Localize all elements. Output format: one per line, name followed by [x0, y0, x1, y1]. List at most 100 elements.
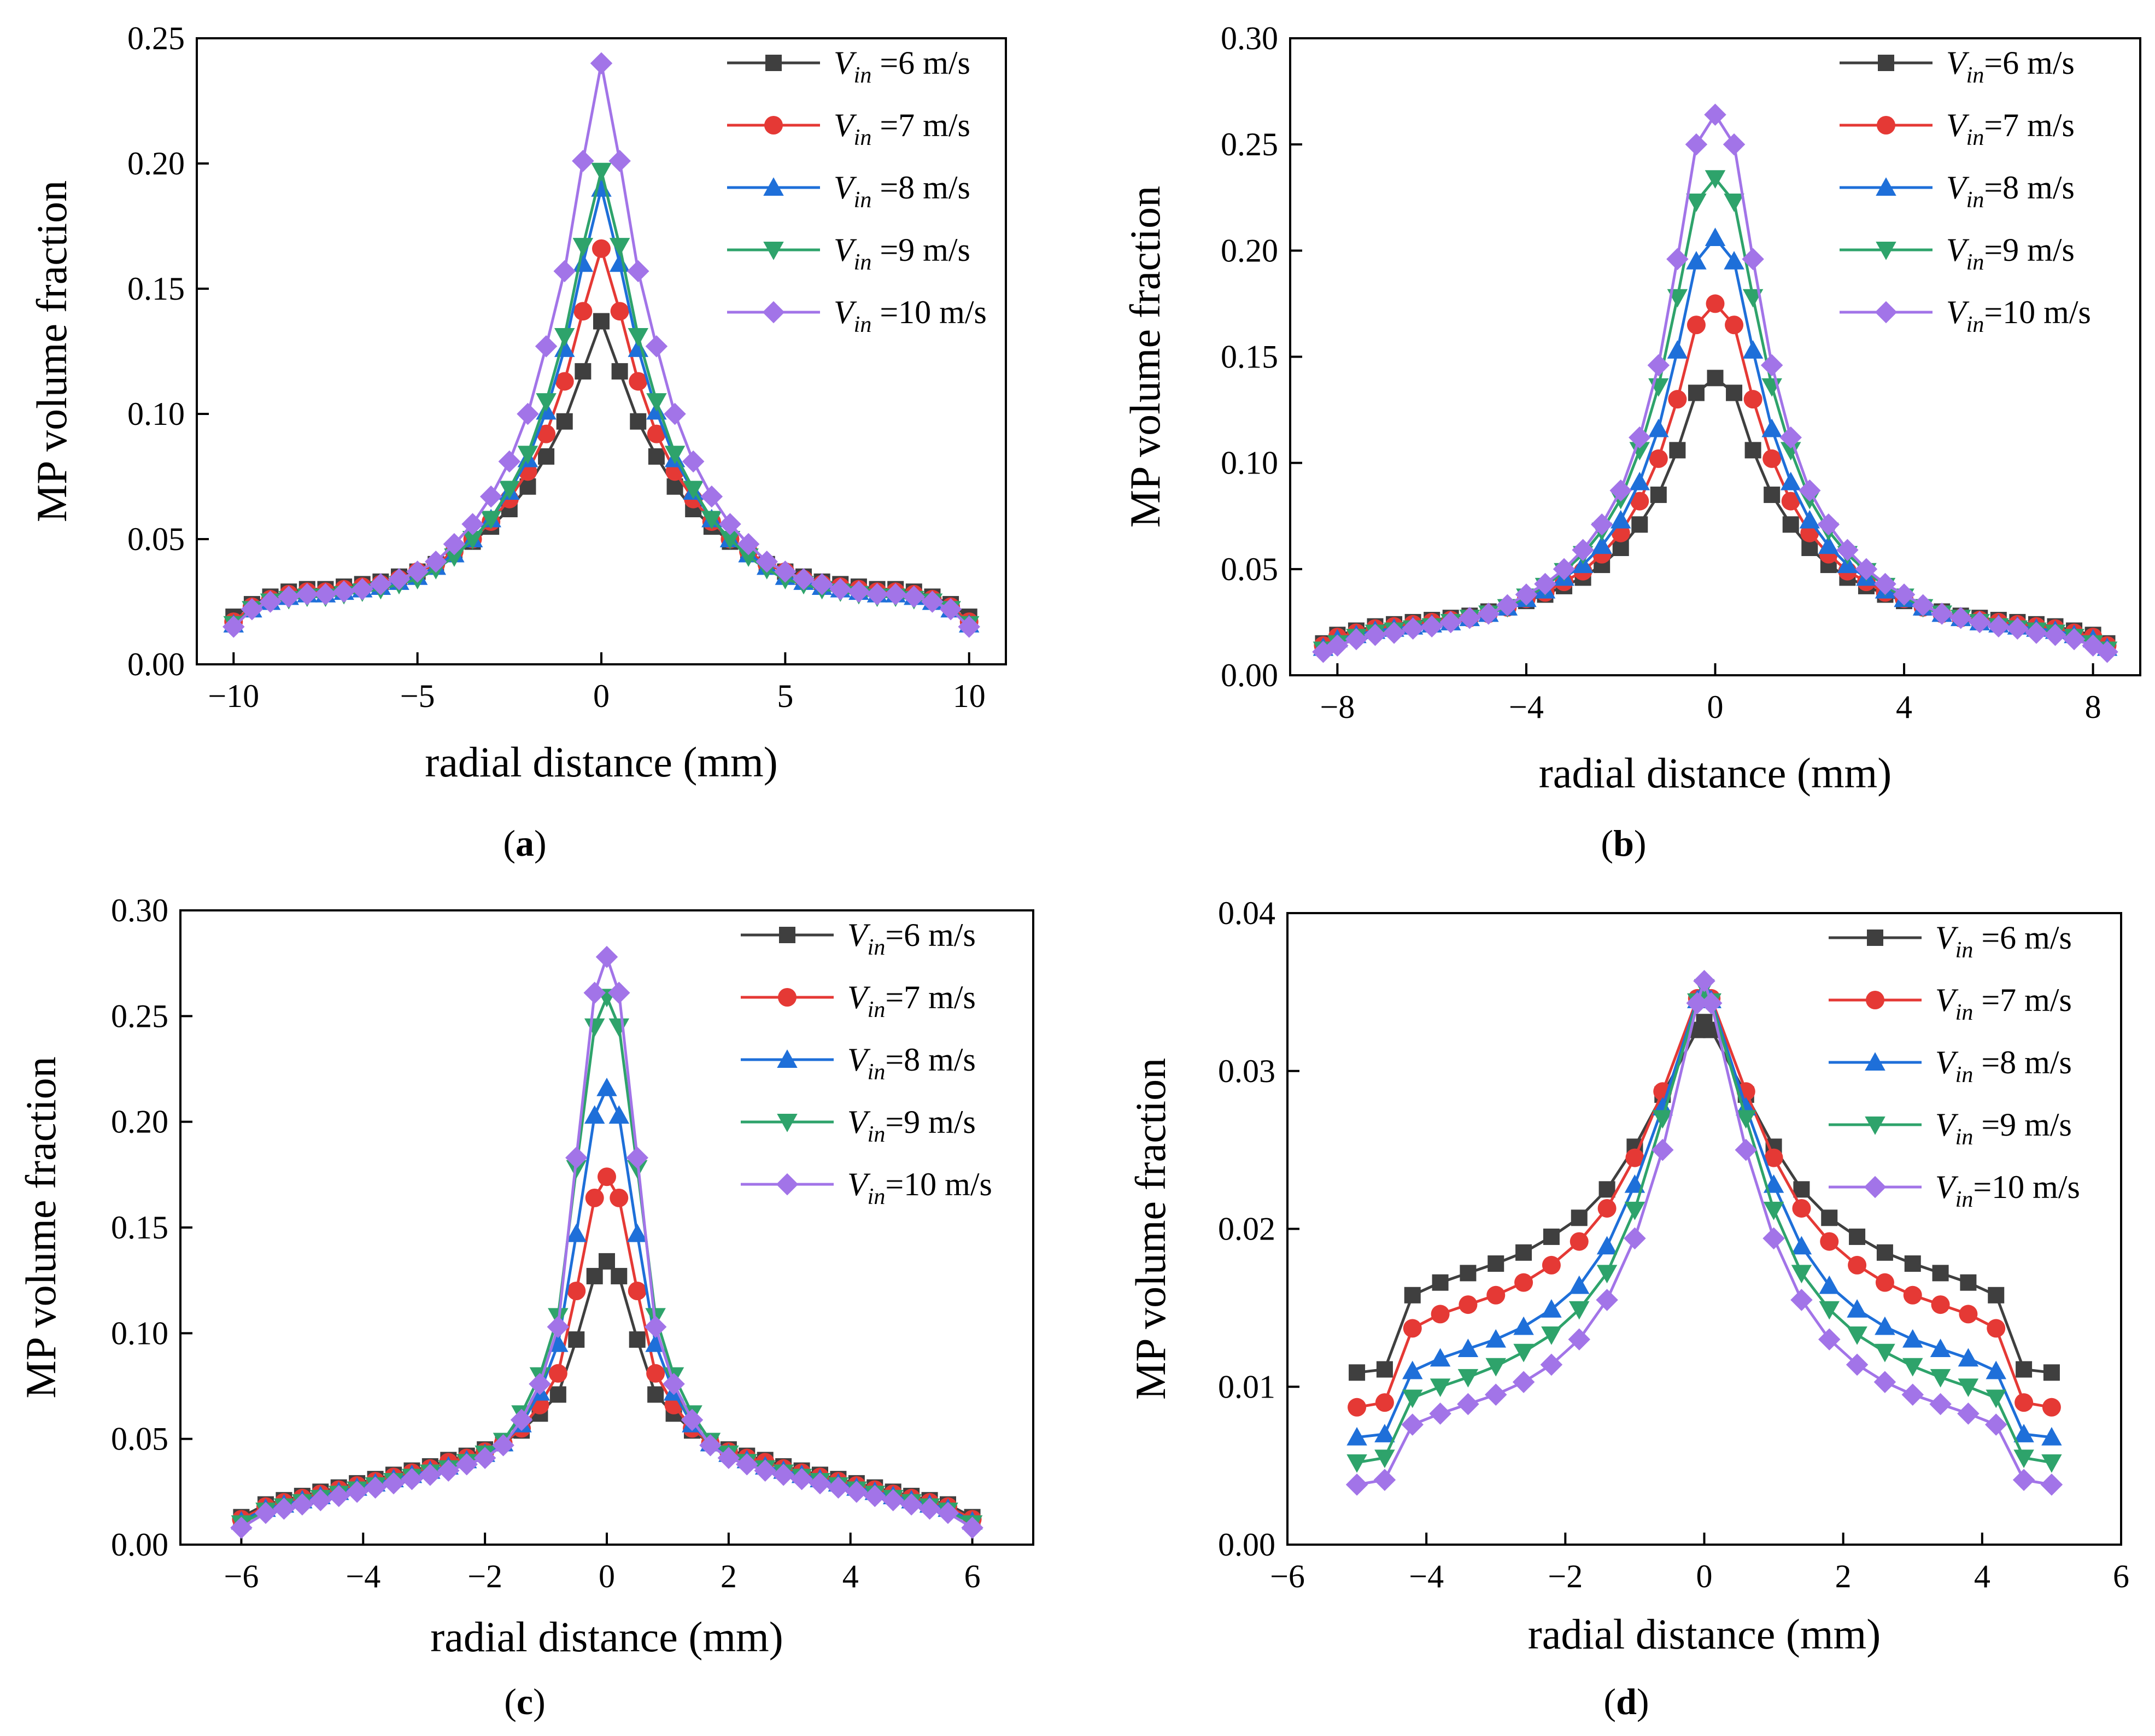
- y-axis-title: MP volume fraction: [28, 180, 75, 522]
- data-point: [958, 616, 980, 638]
- data-point: [681, 1408, 704, 1431]
- legend-v: V: [847, 979, 871, 1015]
- data-point: [647, 1386, 664, 1403]
- data-point: [1631, 516, 1648, 533]
- y-axis-title: MP volume fraction: [1127, 1058, 1174, 1400]
- data-point: [1902, 1358, 1923, 1377]
- data-point: [499, 481, 520, 500]
- x-tick-label: 4: [842, 1558, 859, 1594]
- x-tick-label: 6: [964, 1558, 981, 1594]
- caption-paren-open: (: [1603, 1681, 1616, 1722]
- y-tick-label: 0.25: [1221, 126, 1278, 162]
- chart-panel-b: −8 −4 0 4 8 0.00 0.05 0.10 0.15 0.20 0.25 0.30 radia…: [1121, 20, 2141, 864]
- data-point: [1744, 442, 1761, 459]
- data-point: [1985, 1413, 2007, 1436]
- data-point: [1705, 227, 1726, 247]
- legend-sub: in: [1955, 1000, 1974, 1025]
- data-point: [1488, 1255, 1504, 1272]
- data-point: [296, 583, 319, 606]
- data-point: [628, 328, 649, 347]
- data-point: [254, 1501, 277, 1524]
- data-point: [1512, 1371, 1535, 1393]
- y-tick-label: 0.10: [111, 1315, 168, 1351]
- x-tick-label: 4: [1974, 1558, 1990, 1594]
- data-point: [628, 1282, 647, 1300]
- data-point: [1590, 513, 1613, 536]
- legend-name: 6 m/s: [898, 45, 970, 81]
- data-point: [1457, 1369, 1479, 1388]
- data-point: [683, 481, 704, 500]
- data-point: [626, 1147, 648, 1169]
- data-point: [1459, 606, 1481, 629]
- legend-v: V: [1946, 45, 1970, 81]
- series-1: [232, 1167, 982, 1529]
- y-tick-label: 0.02: [1218, 1211, 1275, 1247]
- data-point: [584, 1105, 605, 1124]
- legend-name: 7 m/s: [2000, 982, 2072, 1018]
- legend-sep: =: [871, 45, 898, 81]
- data-point: [584, 1018, 605, 1037]
- data-point: [1570, 1232, 1589, 1251]
- legend-v: V: [847, 1166, 871, 1202]
- legend-marker: [1875, 301, 1898, 324]
- series-4: [222, 52, 980, 638]
- legend-name: 10 m/s: [1992, 1169, 2080, 1205]
- data-point: [627, 260, 649, 283]
- y-tick-label: 0.00: [1218, 1527, 1275, 1563]
- data-point: [1486, 1285, 1506, 1305]
- data-point: [573, 302, 593, 321]
- data-point: [847, 580, 870, 603]
- data-point: [1904, 1255, 1921, 1272]
- data-point: [1420, 615, 1443, 638]
- data-point: [537, 424, 556, 443]
- data-point: [1818, 535, 1839, 554]
- data-point: [230, 1516, 253, 1539]
- data-point: [829, 578, 852, 600]
- legend-marker: [779, 927, 795, 943]
- legend-label: Vin =6 m/s: [1935, 920, 2072, 963]
- legend-name: 6 m/s: [2002, 45, 2075, 81]
- data-point: [1485, 1329, 1506, 1348]
- caption-paren-close: ): [1634, 822, 1647, 864]
- y-tick-label: 0.20: [111, 1104, 168, 1140]
- data-point: [575, 363, 592, 380]
- data-point: [1821, 1209, 1838, 1226]
- data-point: [549, 1386, 566, 1403]
- data-point: [1986, 1389, 2006, 1408]
- data-point: [2040, 1474, 2063, 1496]
- data-point: [719, 531, 741, 550]
- data-point: [314, 583, 337, 606]
- data-point: [1648, 418, 1669, 437]
- data-point: [2041, 1454, 2062, 1473]
- data-point: [529, 1372, 551, 1395]
- data-point: [1932, 1265, 1949, 1282]
- data-point: [473, 1447, 496, 1469]
- data-point: [1706, 294, 1725, 313]
- data-point: [1345, 1474, 1368, 1496]
- legend-label: Vin=8 m/s: [1946, 169, 2075, 213]
- data-point: [1819, 1275, 1840, 1294]
- series-line: [232, 317, 970, 618]
- legend-v: V: [1935, 1169, 1959, 1205]
- data-point: [1625, 1148, 1644, 1167]
- legend-marker: [777, 1114, 798, 1132]
- panel-caption: (c): [504, 1681, 546, 1722]
- data-point: [1817, 513, 1840, 536]
- legend-marker: [1865, 1052, 1885, 1071]
- data-point: [2044, 623, 2066, 646]
- data-point: [629, 1331, 646, 1348]
- legend-v: V: [1946, 232, 1970, 268]
- legend-name: 7 m/s: [904, 979, 976, 1015]
- data-point: [1763, 1201, 1784, 1220]
- legend-label: Vin=8 m/s: [847, 1042, 976, 1085]
- data-point: [629, 372, 648, 391]
- data-point: [291, 1493, 314, 1516]
- data-point: [1569, 1301, 1590, 1320]
- data-point: [1373, 1469, 1396, 1491]
- data-point: [273, 1498, 295, 1520]
- data-point: [1460, 1265, 1477, 1282]
- data-point: [1893, 583, 1916, 606]
- legend-sub: in: [1966, 63, 1984, 88]
- data-point: [572, 238, 594, 256]
- data-point: [1764, 486, 1781, 503]
